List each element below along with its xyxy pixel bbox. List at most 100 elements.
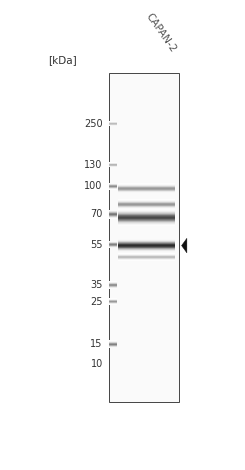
Bar <box>110 285 117 286</box>
Bar <box>110 286 117 287</box>
Bar <box>118 211 174 212</box>
Bar <box>118 201 174 202</box>
Bar <box>110 245 117 246</box>
Text: CAPAN-2: CAPAN-2 <box>144 12 178 55</box>
Bar <box>118 207 174 208</box>
Bar <box>110 213 117 214</box>
Text: 70: 70 <box>90 209 103 219</box>
Bar <box>118 260 174 261</box>
Bar <box>118 219 174 220</box>
Bar <box>110 283 117 284</box>
Bar <box>110 186 117 187</box>
Bar <box>118 203 174 204</box>
Bar <box>118 202 174 203</box>
Bar <box>118 190 174 191</box>
Bar <box>118 253 174 254</box>
Bar <box>110 247 117 248</box>
Bar <box>110 285 117 286</box>
Bar <box>110 188 117 189</box>
Bar <box>118 258 174 259</box>
Bar <box>110 187 117 188</box>
Bar <box>118 191 174 192</box>
Bar <box>118 239 174 240</box>
Bar <box>118 242 174 243</box>
Bar <box>118 188 174 189</box>
Bar <box>118 187 174 188</box>
Polygon shape <box>182 238 187 253</box>
Bar <box>118 253 174 254</box>
Bar <box>118 185 174 186</box>
Bar <box>118 215 174 216</box>
Bar <box>110 345 117 346</box>
Bar <box>118 240 174 241</box>
Bar <box>118 186 174 187</box>
Text: 25: 25 <box>90 297 103 306</box>
Bar <box>110 217 117 218</box>
Bar <box>110 184 117 185</box>
Bar <box>110 244 117 245</box>
Bar <box>118 207 174 208</box>
Bar <box>110 281 117 282</box>
Bar <box>118 240 174 241</box>
Bar <box>118 212 174 213</box>
Bar <box>118 239 174 240</box>
Bar <box>110 344 117 345</box>
Bar <box>118 189 174 190</box>
Bar <box>118 251 174 252</box>
Bar <box>118 224 174 225</box>
Bar <box>110 343 117 344</box>
Bar <box>118 216 174 217</box>
Bar <box>118 245 174 246</box>
Bar <box>110 218 117 219</box>
Bar <box>110 287 117 288</box>
Bar <box>110 244 117 245</box>
Bar <box>118 254 174 255</box>
Bar <box>118 190 174 191</box>
Bar <box>110 185 117 186</box>
Bar <box>110 188 117 189</box>
Bar <box>118 248 174 249</box>
Bar <box>118 221 174 222</box>
Bar <box>110 343 117 344</box>
Bar <box>118 185 174 186</box>
Bar <box>118 253 174 254</box>
Bar <box>110 282 117 283</box>
Bar <box>110 286 117 287</box>
Bar <box>118 189 174 190</box>
Bar <box>110 283 117 284</box>
Bar <box>110 211 117 212</box>
Bar <box>110 214 117 215</box>
Bar <box>118 244 174 245</box>
Bar <box>118 222 174 223</box>
Text: 250: 250 <box>84 119 103 129</box>
Bar <box>118 260 174 261</box>
Bar <box>118 211 174 212</box>
Bar <box>110 341 117 342</box>
Bar <box>110 347 117 348</box>
Bar <box>110 284 117 285</box>
Bar <box>110 284 117 285</box>
Bar <box>110 213 117 214</box>
Bar <box>110 285 117 286</box>
Bar <box>110 282 117 283</box>
Bar <box>118 214 174 215</box>
Bar <box>118 214 174 215</box>
Bar <box>118 208 174 209</box>
Bar <box>110 245 117 246</box>
Bar <box>118 205 174 206</box>
Bar <box>118 189 174 190</box>
Bar <box>118 212 174 213</box>
Bar <box>110 282 117 283</box>
Text: 100: 100 <box>84 181 103 191</box>
Bar <box>118 221 174 222</box>
Bar <box>118 218 174 219</box>
Bar <box>118 201 174 202</box>
Bar <box>110 241 117 242</box>
Bar <box>110 244 117 245</box>
Bar <box>118 258 174 259</box>
Bar <box>110 284 117 285</box>
Bar <box>110 185 117 186</box>
Bar <box>118 258 174 259</box>
Bar <box>110 347 117 348</box>
Bar <box>110 281 117 282</box>
